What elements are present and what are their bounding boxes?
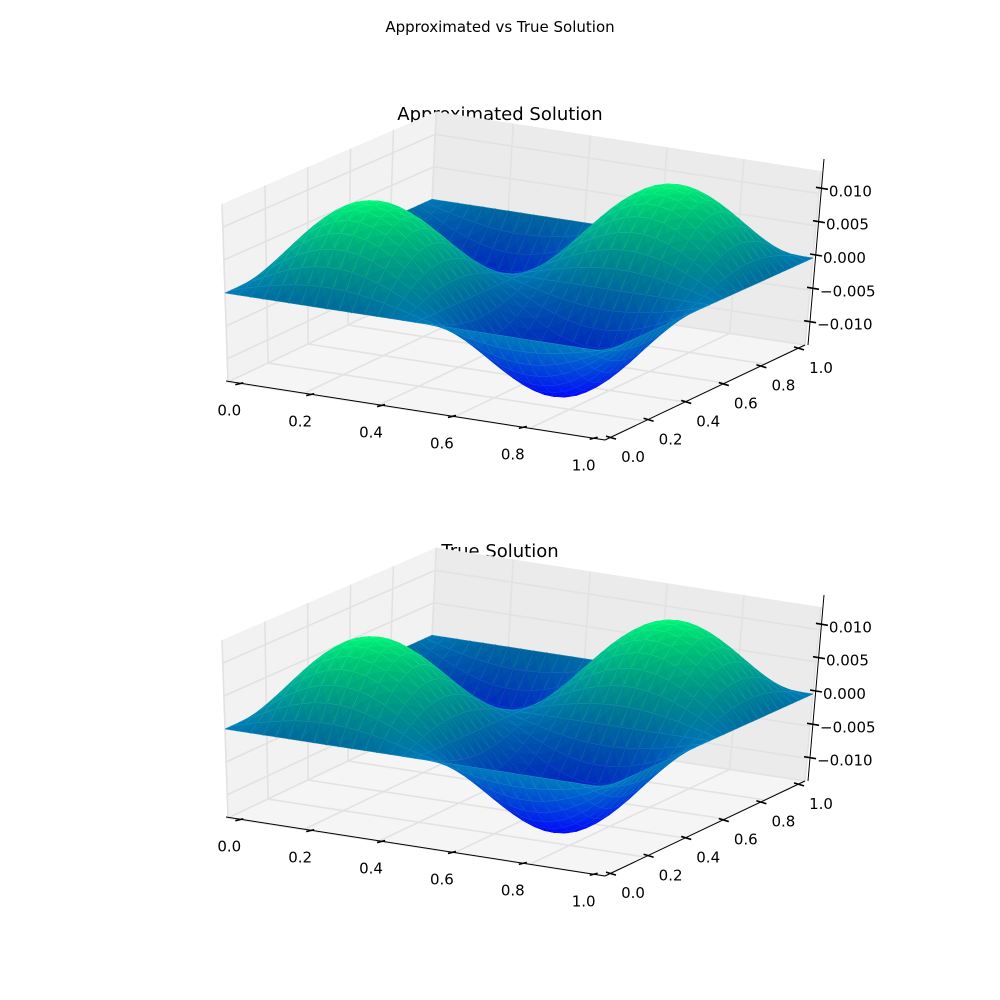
y-tick-label: 0.2 [659, 866, 683, 884]
y-tick-label: 0.6 [734, 395, 758, 413]
y-tick-label: 1.0 [809, 359, 833, 377]
y-tick-label: 0.4 [696, 848, 720, 866]
y-tick-label: 0.8 [771, 377, 795, 395]
surface-mesh [224, 619, 814, 834]
x-tick-label: 1.0 [572, 456, 596, 474]
y-axis-line [604, 780, 806, 877]
y-axis-line [604, 344, 806, 441]
x-tick-label: 0.2 [288, 413, 312, 431]
y-tick-label: 0.0 [621, 448, 645, 466]
x-axis-line [225, 380, 606, 441]
x-tick-label: 0.0 [217, 402, 241, 420]
z-tick-label: 0.000 [823, 249, 866, 267]
z-tick-label: 0.010 [829, 182, 872, 200]
axis-lines [225, 594, 829, 877]
figure-suptitle: Approximated vs True Solution [385, 18, 615, 36]
y-tick-label: 1.0 [809, 795, 833, 813]
z-tick-label: 0.005 [826, 652, 869, 670]
x-tick-label: 0.8 [501, 881, 525, 899]
z-tick-label: 0.010 [829, 618, 872, 636]
x-tick-label: 0.4 [359, 424, 383, 442]
axis-lines [225, 158, 829, 441]
z-tick-label: −0.010 [817, 316, 873, 334]
z-axis-line [807, 158, 825, 346]
z-tick-label: −0.010 [817, 752, 873, 770]
surface-mesh [224, 183, 814, 398]
z-tick-label: −0.005 [820, 282, 876, 300]
x-tick-label: 0.2 [288, 849, 312, 867]
y-tick-label: 0.4 [696, 412, 720, 430]
x-axis-line [225, 816, 606, 877]
y-tick-label: 0.6 [734, 831, 758, 849]
x-tick-label: 0.6 [430, 870, 454, 888]
tick-labels: 0.0 0.2 0.4 0.6 0.8 1.0 0.0 0.2 0.4 0.6 0.8 1.0 0.01… [217, 618, 875, 910]
x-tick-label: 0.0 [217, 838, 241, 856]
y-tick-label: 0.2 [659, 430, 683, 448]
bottom-surface-plot: 0.0 0.2 0.4 0.6 0.8 1.0 0.0 0.2 0.4 0.6 0.8 1.0 0.01… [217, 547, 876, 910]
top-surface-plot: 0.0 0.2 0.4 0.6 0.8 1.0 0.0 0.2 0.4 0.6 0.8 1.0 0.01… [217, 111, 876, 474]
z-tick-label: 0.005 [826, 216, 869, 234]
x-tick-label: 0.6 [430, 434, 454, 452]
y-tick-label: 0.8 [771, 813, 795, 831]
z-axis-line [807, 594, 825, 782]
x-tick-label: 1.0 [572, 892, 596, 910]
x-tick-label: 0.4 [359, 860, 383, 878]
z-tick-label: 0.000 [823, 685, 866, 703]
y-tick-label: 0.0 [621, 884, 645, 902]
z-tick-label: −0.005 [820, 718, 876, 736]
tick-labels: 0.0 0.2 0.4 0.6 0.8 1.0 0.0 0.2 0.4 0.6 0.8 1.0 0.01… [217, 182, 875, 474]
x-tick-label: 0.8 [501, 445, 525, 463]
